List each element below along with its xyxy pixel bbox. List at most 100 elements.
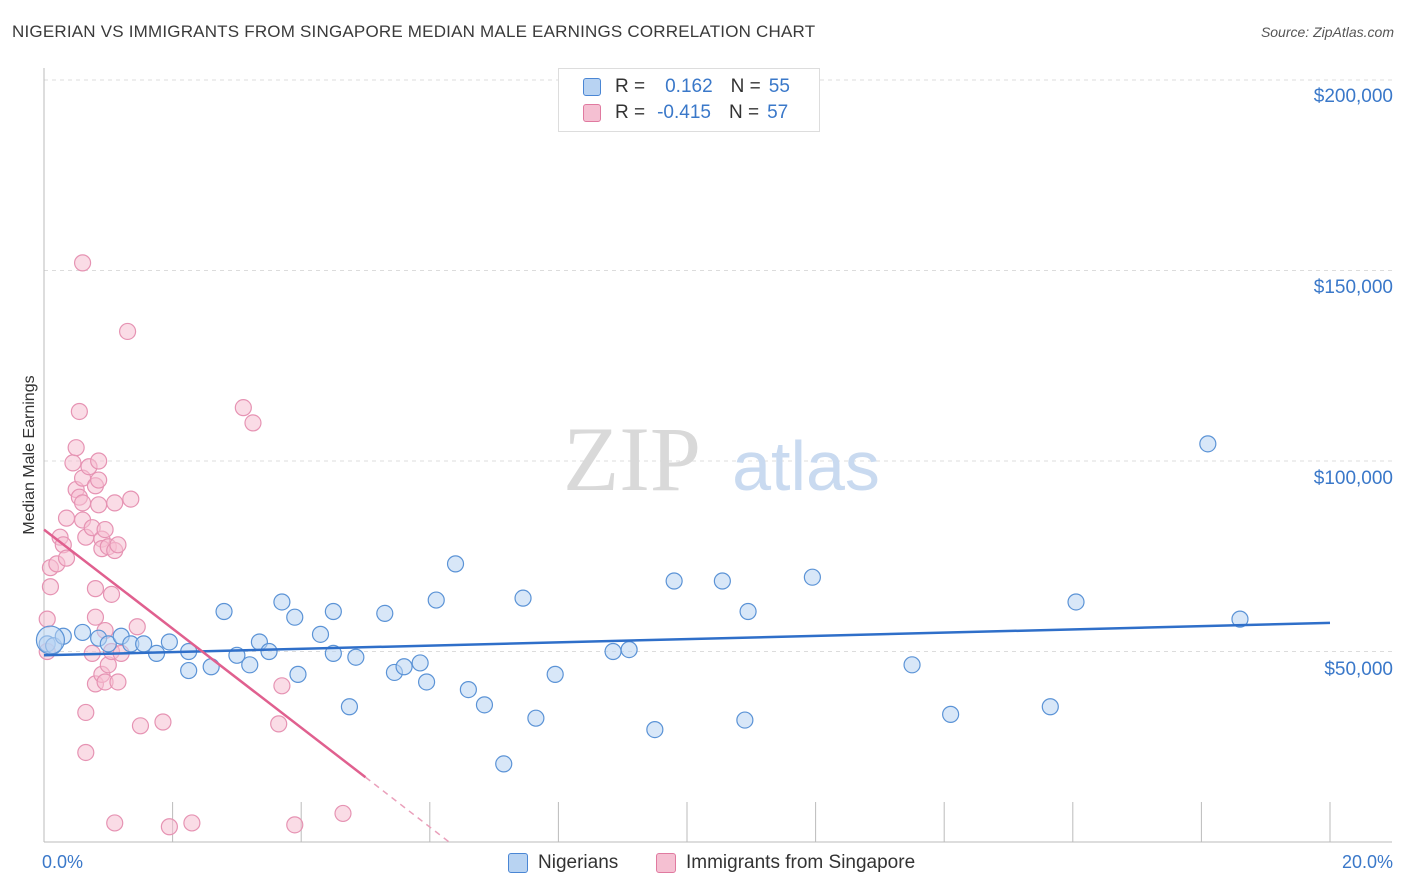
point-nigerians (411, 654, 429, 672)
y-tick-200000: $200,000 (1313, 86, 1393, 107)
point-singapore (273, 677, 291, 695)
point-singapore (90, 471, 108, 489)
point-nigerians (289, 665, 307, 683)
point-nigerians (1231, 610, 1249, 628)
watermark-zip: ZIP (563, 408, 701, 510)
point-nigerians (260, 642, 278, 661)
point-singapore (183, 814, 201, 832)
legend-swatch-blue (508, 853, 528, 873)
legend-r-label: R = (615, 102, 646, 123)
point-nigerians (1067, 593, 1085, 611)
point-nigerians (340, 698, 359, 716)
point-nigerians (514, 589, 532, 607)
point-nigerians (180, 661, 198, 680)
point-singapore (41, 578, 60, 596)
point-nigerians (736, 711, 754, 729)
legend-item-nigerians[interactable]: Nigerians (508, 852, 618, 874)
source-label: Source: ZipAtlas.com (1260, 24, 1394, 40)
point-singapore (64, 454, 82, 472)
point-singapore (77, 703, 95, 722)
legend-row-nigerians: R = 0.162 N = 55 (583, 75, 790, 99)
point-singapore (73, 494, 92, 512)
legend-row-singapore: R = -0.415 N = 57 (583, 101, 788, 125)
point-nigerians (286, 608, 304, 626)
point-singapore (102, 585, 121, 603)
point-singapore (73, 254, 92, 272)
point-nigerians (99, 635, 117, 653)
point-singapore (57, 509, 76, 527)
point-singapore (118, 322, 137, 341)
pink-points (38, 254, 352, 836)
legend-n-label: N = (728, 102, 760, 123)
point-nigerians (35, 625, 66, 655)
point-nigerians (942, 705, 960, 723)
point-singapore (38, 610, 56, 628)
point-nigerians (324, 602, 342, 621)
point-nigerians (446, 555, 465, 573)
point-nigerians (1041, 698, 1059, 716)
point-nigerians (495, 755, 513, 773)
y-tick-50000: $50,000 (1324, 659, 1393, 680)
point-nigerians (527, 709, 545, 727)
point-singapore (270, 715, 288, 733)
point-nigerians (1199, 435, 1217, 453)
trend-lines (43, 528, 1331, 843)
point-singapore (234, 399, 252, 417)
point-singapore (334, 804, 352, 823)
point-nigerians (376, 604, 394, 623)
point-nigerians (903, 656, 921, 674)
point-singapore (67, 439, 85, 457)
point-nigerians (395, 658, 413, 676)
point-singapore (109, 536, 127, 554)
point-nigerians (311, 625, 330, 643)
legend-swatch-pink (656, 853, 676, 873)
point-singapore (122, 490, 140, 508)
point-singapore (106, 494, 124, 512)
point-singapore (86, 580, 105, 598)
y-tick-150000: $150,000 (1313, 277, 1393, 298)
legend-n-label: N = (730, 76, 761, 97)
legend-r-label: R = (615, 76, 646, 97)
point-nigerians (273, 593, 291, 611)
grid (44, 79, 1392, 652)
blue-points (35, 435, 1249, 773)
point-nigerians (803, 568, 821, 586)
point-nigerians (160, 633, 178, 651)
legend-swatch-pink (583, 104, 601, 122)
point-singapore (244, 414, 262, 432)
legend-n-value: 55 (768, 76, 790, 97)
point-nigerians (241, 656, 259, 674)
x-tick-min: 0.0% (42, 852, 84, 872)
point-singapore (90, 496, 108, 514)
point-singapore (160, 818, 178, 836)
x-tick-max: 20.0% (1341, 852, 1393, 872)
legend-n-value: 57 (767, 102, 789, 123)
point-nigerians (475, 696, 494, 714)
trend-line-nigerians (43, 621, 1331, 657)
legend-item-singapore[interactable]: Immigrants from Singapore (656, 852, 915, 874)
point-singapore (57, 549, 76, 567)
point-nigerians (427, 591, 445, 609)
point-singapore (70, 402, 88, 421)
correlation-legend: R = 0.162 N = 55 R = -0.415 N = 57 (558, 68, 820, 132)
y-tick-100000: $100,000 (1313, 468, 1393, 489)
point-nigerians (324, 644, 342, 663)
legend-label-singapore: Immigrants from Singapore (686, 852, 916, 873)
point-nigerians (739, 602, 757, 621)
point-nigerians (546, 665, 564, 683)
point-singapore (286, 816, 304, 834)
point-nigerians (73, 623, 92, 642)
watermark-atlas: atlas (732, 427, 880, 505)
point-nigerians (215, 602, 233, 621)
point-nigerians (620, 640, 638, 659)
point-singapore (77, 743, 95, 762)
point-nigerians (646, 721, 664, 739)
point-nigerians (347, 648, 365, 666)
point-nigerians (713, 572, 731, 590)
point-singapore (90, 452, 108, 470)
trend-line-singapore-extension (365, 776, 450, 843)
legend-label-nigerians: Nigerians (538, 852, 619, 873)
point-singapore (128, 618, 146, 636)
point-nigerians (417, 673, 436, 691)
